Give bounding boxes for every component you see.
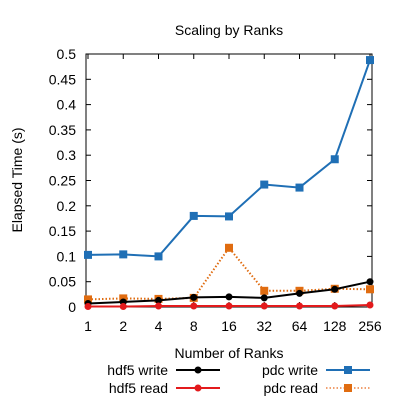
data-point: [119, 250, 128, 259]
data-point: [84, 302, 92, 310]
legend-label: hdf5 write: [107, 362, 168, 378]
series-hdf5-read: [84, 301, 374, 310]
series-pdc-write: [84, 56, 374, 261]
data-point: [190, 302, 198, 310]
data-point: [331, 302, 339, 310]
chart-title: Scaling by Ranks: [175, 22, 283, 38]
x-tick-label: 256: [358, 318, 382, 334]
x-tick-label: 2: [119, 318, 127, 334]
y-tick-label: 0.15: [49, 223, 76, 239]
x-tick-label: 128: [323, 318, 347, 334]
x-tick-label: 8: [190, 318, 198, 334]
x-axis-label: Number of Ranks: [175, 345, 284, 361]
series-line-pdc-write: [87, 59, 371, 258]
y-tick-label: 0.1: [57, 248, 77, 264]
y-tick-label: 0.4: [57, 97, 77, 113]
legend-marker: [344, 366, 352, 374]
legend-entry-hdf5-write: hdf5 write: [107, 362, 220, 378]
x-tick-label: 64: [292, 318, 308, 334]
x-tick-label: 1: [84, 318, 92, 334]
series-layer: [84, 56, 374, 310]
data-point: [119, 294, 128, 303]
legend-marker: [344, 384, 352, 392]
legend-label: pdc read: [264, 380, 318, 396]
data-point: [331, 285, 339, 293]
y-tick-label: 0.3: [57, 147, 77, 163]
data-point: [330, 155, 339, 164]
x-tick-label: 32: [256, 318, 272, 334]
axis-ticks: 0 0.05 0.1 0.15 0.2 0.25 0.3 0.35 0.4 0.45 0.5 1 2 4 8…: [49, 46, 382, 334]
data-point: [296, 302, 303, 310]
legend-label: hdf5 read: [109, 380, 168, 396]
y-tick-label: 0.2: [57, 198, 77, 214]
data-point: [260, 302, 268, 310]
data-point: [225, 212, 233, 221]
y-tick-label: 0.35: [49, 122, 76, 138]
data-point: [366, 285, 374, 294]
data-point: [84, 295, 92, 304]
plot-frame: [85, 53, 373, 308]
legend-marker: [194, 366, 202, 374]
y-axis-label: Elapsed Time (s): [9, 127, 25, 232]
data-point: [190, 293, 198, 301]
data-point: [225, 293, 233, 301]
x-tick-label: 16: [221, 318, 237, 334]
data-point: [260, 294, 268, 302]
legend-entry-pdc-write: pdc write: [262, 362, 370, 378]
data-point: [225, 243, 233, 252]
data-point: [155, 302, 162, 310]
data-point: [260, 180, 269, 189]
data-point: [295, 183, 304, 192]
data-point: [296, 289, 303, 297]
data-point: [119, 302, 127, 310]
y-tick-label: 0.25: [49, 173, 76, 189]
y-tick-label: 0.5: [57, 46, 77, 62]
legend-entry-pdc-read: pdc read: [264, 380, 370, 396]
x-tick-label: 4: [155, 318, 163, 334]
data-point: [189, 211, 198, 220]
legend: hdf5 write hdf5 read pdc write pdc read: [107, 362, 370, 396]
data-point: [155, 296, 162, 304]
data-point: [366, 278, 374, 286]
series-line-pdc-read: [87, 246, 371, 301]
data-point: [154, 252, 163, 261]
y-tick-label: 0: [68, 299, 76, 315]
data-point: [366, 301, 374, 309]
data-point: [366, 56, 374, 65]
y-tick-label: 0.45: [49, 71, 76, 87]
y-tick-label: 0.05: [49, 274, 76, 290]
data-point: [84, 250, 92, 259]
data-point: [225, 302, 233, 310]
legend-label: pdc write: [262, 362, 318, 378]
legend-marker: [194, 384, 202, 392]
data-point: [260, 286, 269, 295]
legend-entry-hdf5-read: hdf5 read: [109, 380, 220, 396]
